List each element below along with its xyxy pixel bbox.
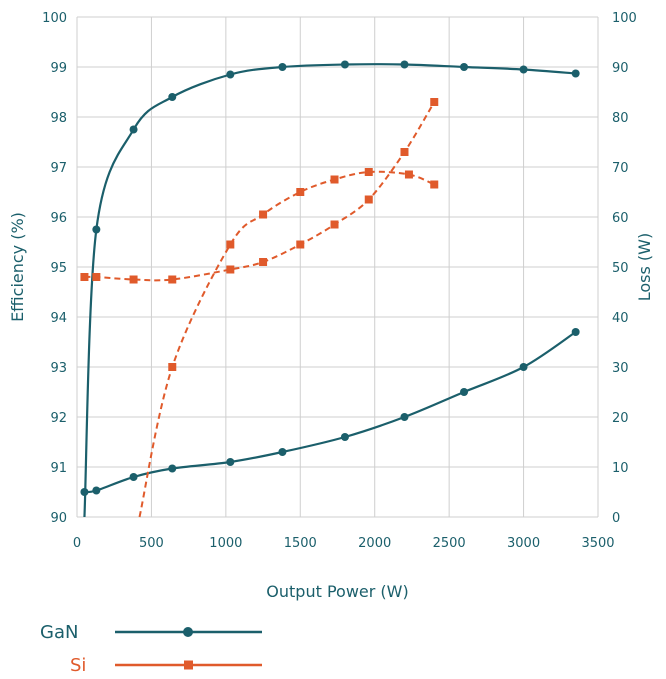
data-point-si xyxy=(168,275,177,284)
y-left-tick-label: 97 xyxy=(50,161,67,176)
y-right-tick-label: 50 xyxy=(612,261,629,276)
series-si-efficiency xyxy=(138,168,439,518)
data-point-si xyxy=(226,265,235,274)
data-point-gan xyxy=(571,69,580,78)
legend-label-si: Si xyxy=(70,655,86,676)
y-right-tick-label: 20 xyxy=(612,411,629,426)
x-tick-label: 3000 xyxy=(507,536,540,551)
x-tick-label: 2000 xyxy=(358,536,391,551)
data-point-gan xyxy=(519,363,528,371)
data-point-gan xyxy=(340,433,349,441)
data-point-gan xyxy=(168,93,177,101)
x-tick-label: 3500 xyxy=(581,536,614,551)
data-point-gan xyxy=(92,486,101,495)
y-left-tick-label: 93 xyxy=(50,361,67,376)
data-point-si xyxy=(404,170,413,179)
legend-marker-gan xyxy=(183,627,193,637)
data-point-gan xyxy=(278,63,287,71)
data-point-gan xyxy=(519,65,528,74)
y-right-tick-label: 100 xyxy=(612,11,637,26)
y-right-tick-label: 40 xyxy=(612,311,629,326)
data-point-gan xyxy=(571,328,580,336)
data-point-si xyxy=(226,240,235,249)
y-left-tick-label: 98 xyxy=(50,111,67,126)
y-right-tick-label: 0 xyxy=(612,511,620,526)
data-point-si xyxy=(259,258,268,266)
y-axis-left-title: Efficiency (%) xyxy=(8,212,27,322)
y-left-tick-label: 92 xyxy=(50,411,67,426)
y-left-tick-label: 91 xyxy=(50,461,67,476)
data-point-si xyxy=(259,210,268,219)
data-point-gan xyxy=(278,448,287,456)
y-right-tick-label: 10 xyxy=(612,461,629,476)
y-axis-right-title: Loss (W) xyxy=(635,233,654,301)
data-point-gan xyxy=(168,464,177,473)
y-right-tick-label: 90 xyxy=(612,61,629,76)
legend-marker-si xyxy=(184,660,193,670)
legend-label-gan: GaN xyxy=(40,622,78,643)
x-tick-label: 0 xyxy=(73,536,81,551)
data-point-si xyxy=(296,188,305,196)
data-point-si xyxy=(364,195,373,204)
series-line-gan-efficiency xyxy=(83,63,576,518)
y-left-tick-label: 96 xyxy=(50,211,67,226)
series-line-si-efficiency xyxy=(138,170,435,518)
x-tick-label: 2500 xyxy=(433,536,466,551)
data-point-si xyxy=(80,273,89,281)
series-si-loss xyxy=(80,98,439,284)
data-point-si xyxy=(400,148,409,156)
data-point-gan xyxy=(80,488,89,496)
data-point-gan xyxy=(226,70,235,79)
x-axis-title: Output Power (W) xyxy=(266,582,408,601)
data-point-gan xyxy=(129,473,138,481)
series-line-gan-loss xyxy=(84,331,577,494)
y-right-tick-label: 30 xyxy=(612,361,629,376)
data-point-si xyxy=(129,275,138,284)
y-left-tick-label: 99 xyxy=(50,61,67,76)
y-right-tick-label: 80 xyxy=(612,111,629,126)
data-point-gan xyxy=(92,225,101,234)
data-point-gan xyxy=(460,63,469,71)
data-point-gan xyxy=(340,60,349,69)
data-point-si xyxy=(330,220,339,229)
series-gan-efficiency xyxy=(83,60,580,518)
series-layer xyxy=(80,60,580,518)
y-right-tick-label: 70 xyxy=(612,161,629,176)
y-right-tick-label: 60 xyxy=(612,211,629,226)
grid xyxy=(76,16,599,518)
data-point-si xyxy=(430,98,439,106)
data-point-si xyxy=(430,180,439,189)
y-left-tick-label: 94 xyxy=(50,311,67,326)
series-gan-loss xyxy=(80,328,580,496)
axes: 0 500 1000 1500 2000 2500 3000 3500909192939495… xyxy=(42,11,637,551)
y-left-tick-label: 95 xyxy=(50,261,67,276)
data-point-gan xyxy=(226,458,235,466)
data-point-si xyxy=(330,175,339,184)
data-point-si xyxy=(296,240,305,249)
legend: GaN Si xyxy=(40,622,262,676)
data-point-si xyxy=(92,273,101,281)
data-point-si xyxy=(364,168,373,176)
data-point-gan xyxy=(400,413,409,421)
data-point-gan xyxy=(460,388,469,396)
x-tick-label: 1000 xyxy=(209,536,242,551)
y-left-tick-label: 90 xyxy=(50,511,67,526)
data-point-si xyxy=(168,363,177,371)
y-left-tick-label: 100 xyxy=(42,11,67,26)
data-point-gan xyxy=(400,60,409,69)
data-point-gan xyxy=(129,125,138,134)
x-tick-label: 1500 xyxy=(284,536,317,551)
x-tick-label: 500 xyxy=(139,536,164,551)
